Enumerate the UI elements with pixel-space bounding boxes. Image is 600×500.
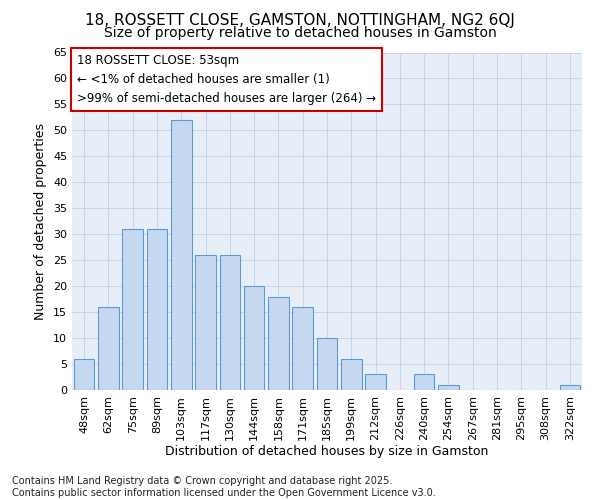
Y-axis label: Number of detached properties: Number of detached properties	[34, 122, 47, 320]
Bar	[244, 286, 265, 390]
Bar	[317, 338, 337, 390]
Bar	[171, 120, 191, 390]
Bar	[438, 385, 459, 390]
Bar	[268, 296, 289, 390]
Bar	[220, 255, 240, 390]
X-axis label: Distribution of detached houses by size in Gamston: Distribution of detached houses by size …	[166, 446, 488, 458]
Bar	[122, 229, 143, 390]
Bar	[98, 307, 119, 390]
Bar	[292, 307, 313, 390]
Bar	[365, 374, 386, 390]
Text: 18, ROSSETT CLOSE, GAMSTON, NOTTINGHAM, NG2 6QJ: 18, ROSSETT CLOSE, GAMSTON, NOTTINGHAM, …	[85, 12, 515, 28]
Text: Size of property relative to detached houses in Gamston: Size of property relative to detached ho…	[104, 26, 496, 40]
Bar	[146, 229, 167, 390]
Bar	[560, 385, 580, 390]
Text: Contains HM Land Registry data © Crown copyright and database right 2025.
Contai: Contains HM Land Registry data © Crown c…	[12, 476, 436, 498]
Bar	[341, 359, 362, 390]
Text: 18 ROSSETT CLOSE: 53sqm
← <1% of detached houses are smaller (1)
>99% of semi-de: 18 ROSSETT CLOSE: 53sqm ← <1% of detache…	[77, 54, 376, 105]
Bar	[74, 359, 94, 390]
Bar	[195, 255, 216, 390]
Bar	[414, 374, 434, 390]
